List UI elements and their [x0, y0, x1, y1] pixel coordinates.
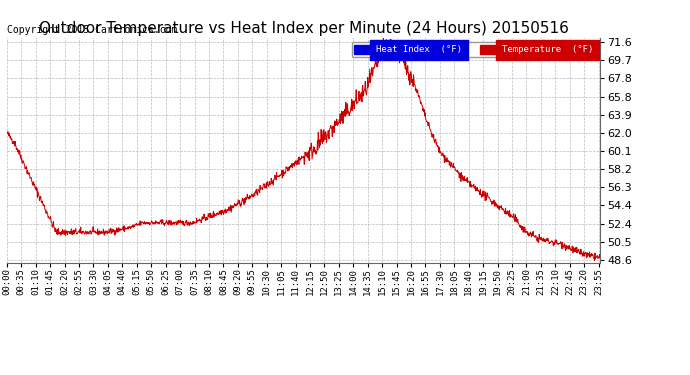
- Legend: Heat Index  (°F), Temperature  (°F): Heat Index (°F), Temperature (°F): [352, 42, 595, 57]
- Title: Outdoor Temperature vs Heat Index per Minute (24 Hours) 20150516: Outdoor Temperature vs Heat Index per Mi…: [39, 21, 569, 36]
- Text: Copyright 2015 Cartronics.com: Copyright 2015 Cartronics.com: [7, 25, 177, 35]
